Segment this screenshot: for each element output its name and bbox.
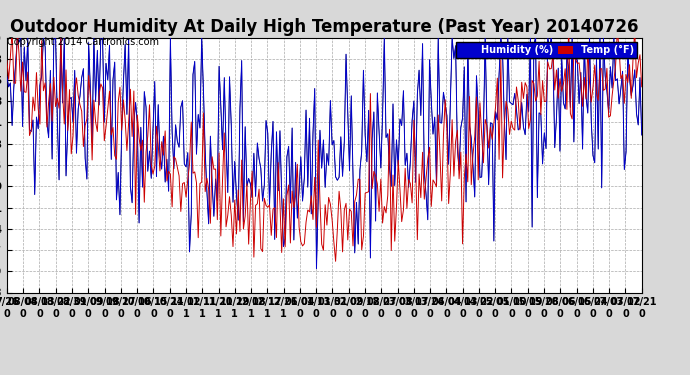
Text: Copyright 2014 Cartronics.com: Copyright 2014 Cartronics.com <box>7 37 159 47</box>
Legend: Humidity (%), Temp (°F): Humidity (%), Temp (°F) <box>456 42 637 58</box>
Title: Outdoor Humidity At Daily High Temperature (Past Year) 20140726: Outdoor Humidity At Daily High Temperatu… <box>10 18 638 36</box>
